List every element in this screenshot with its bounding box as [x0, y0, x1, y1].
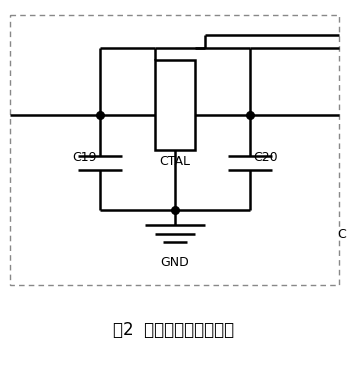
Text: GND: GND [161, 256, 190, 269]
Text: C19: C19 [73, 151, 97, 164]
Text: 图2  单片机时钟电路设计: 图2 单片机时钟电路设计 [113, 321, 235, 339]
Text: CTAL: CTAL [159, 155, 191, 168]
Text: C: C [337, 228, 346, 242]
Text: C20: C20 [253, 151, 277, 164]
Bar [10, 15, 339, 285]
Bar [155, 60, 195, 150]
